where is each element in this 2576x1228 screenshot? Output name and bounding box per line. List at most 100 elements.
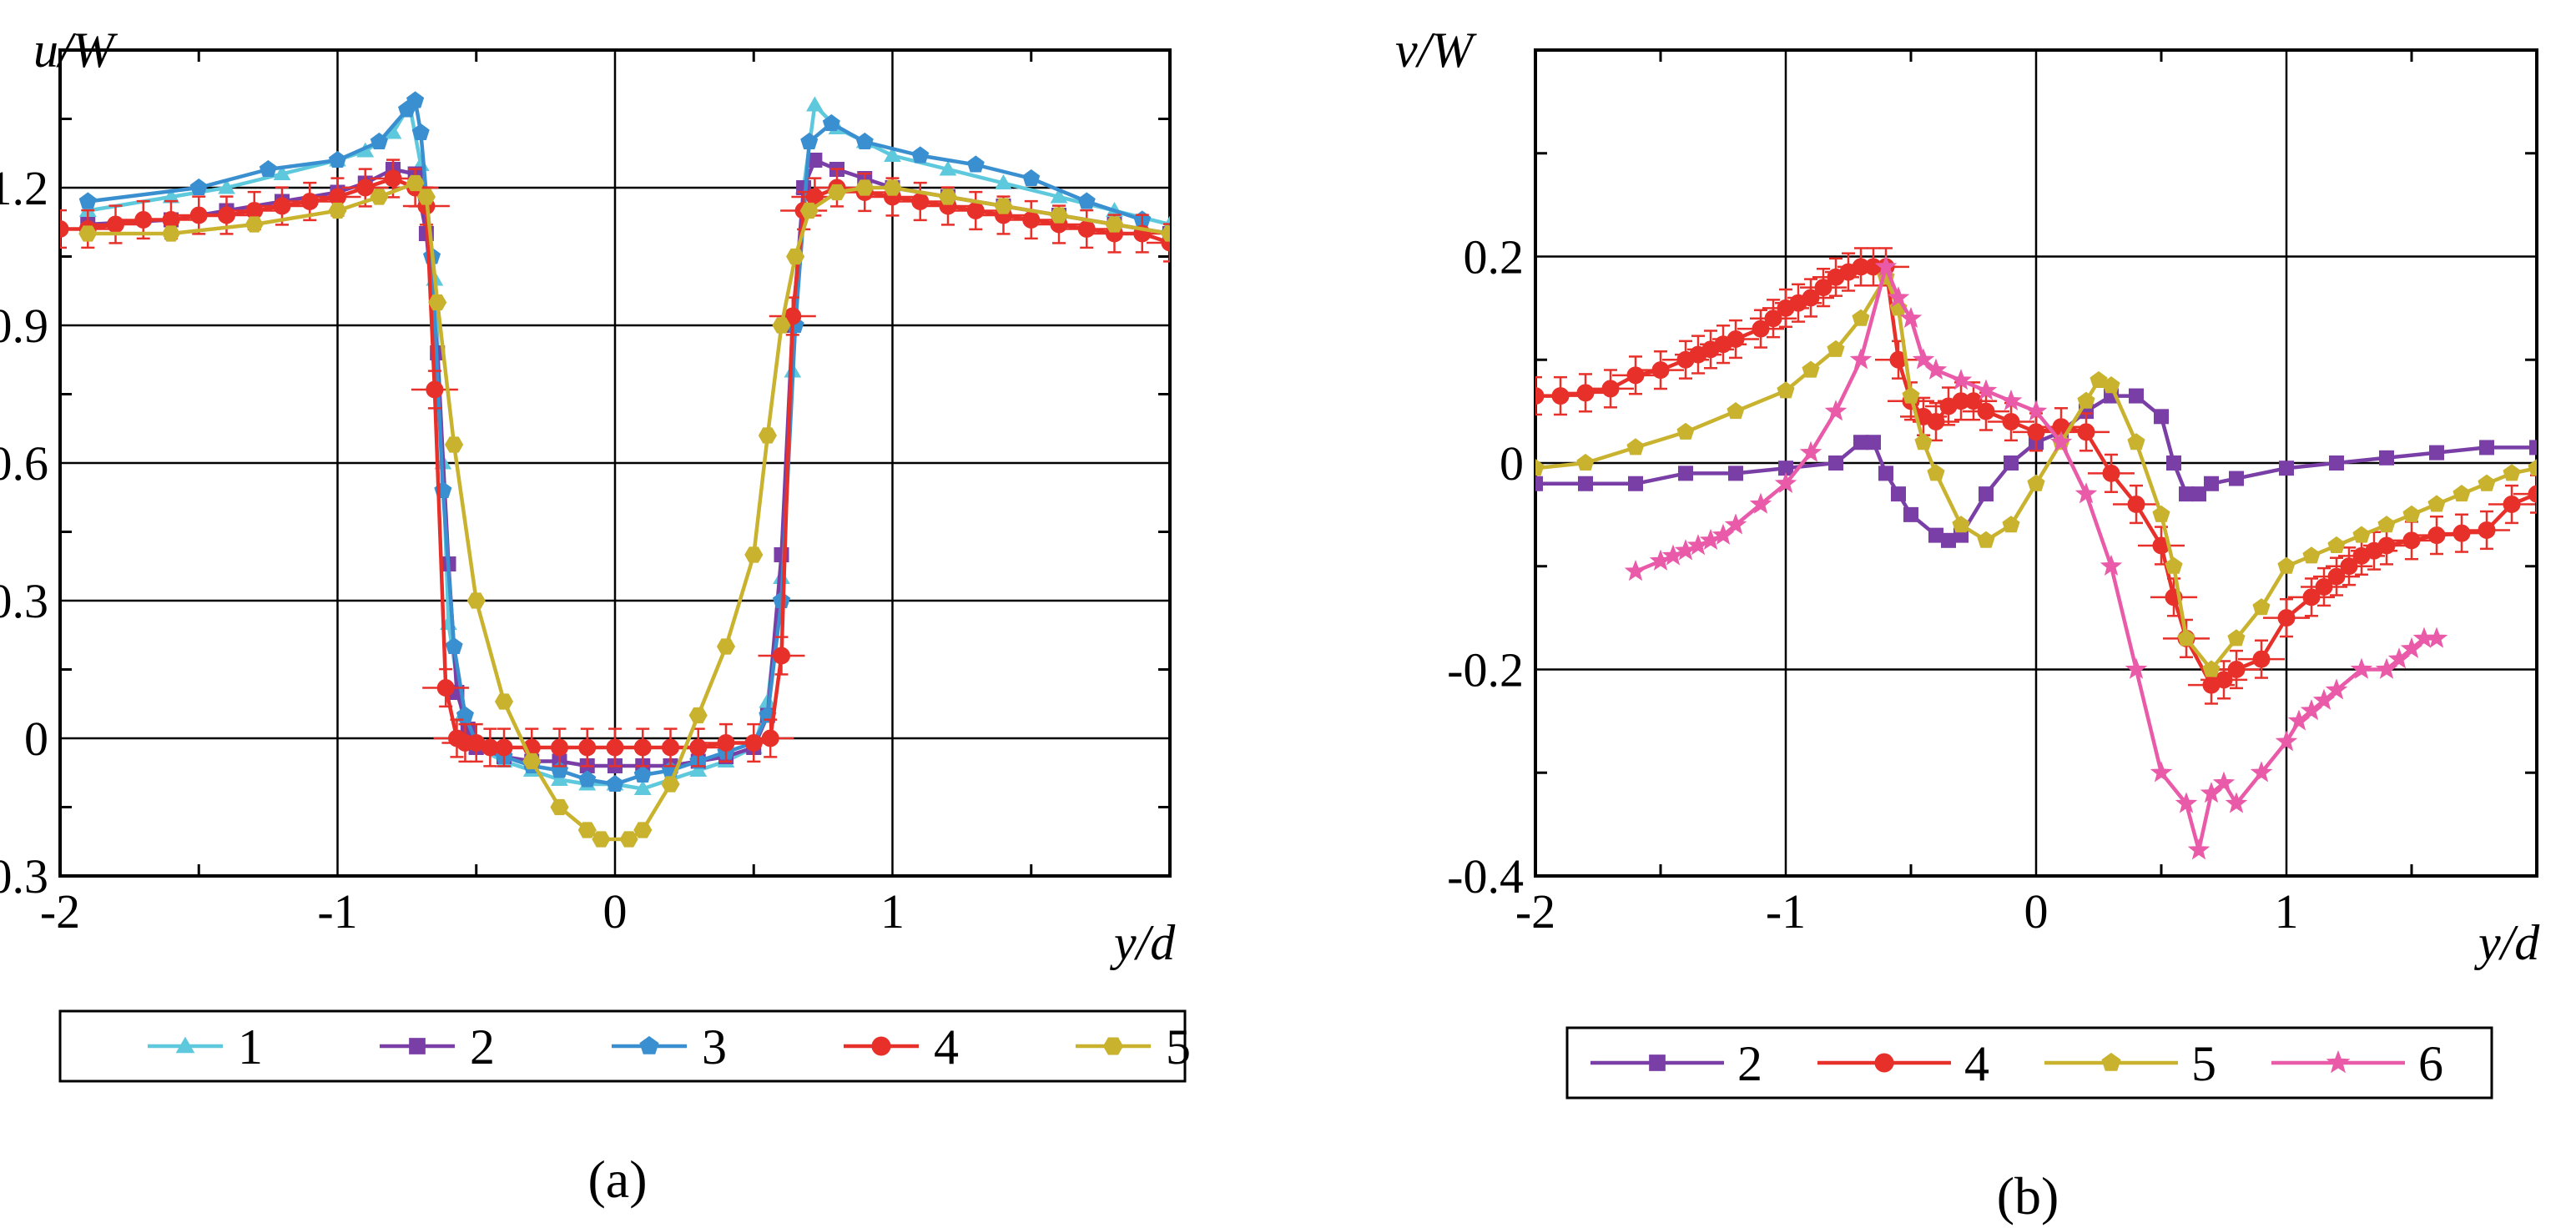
data-point-2 bbox=[1928, 527, 1943, 543]
legend-entry-5: 5 bbox=[1076, 1019, 1191, 1074]
data-point-4 bbox=[2478, 521, 2496, 539]
data-point-4 bbox=[107, 215, 124, 234]
data-point-5 bbox=[522, 752, 542, 770]
legend-entry-2: 2 bbox=[380, 1019, 495, 1074]
data-point-6 bbox=[1624, 559, 1647, 581]
data-point-6 bbox=[2074, 482, 2098, 504]
data-point-2 bbox=[2004, 455, 2019, 471]
data-point-6 bbox=[1661, 544, 1685, 566]
legend-label: 6 bbox=[2418, 1036, 2443, 1091]
data-point-4 bbox=[2102, 464, 2120, 482]
data-point-5 bbox=[2165, 556, 2183, 574]
data-point-6 bbox=[1649, 549, 1672, 571]
data-point-4 bbox=[1814, 279, 1832, 297]
data-point-5 bbox=[855, 179, 875, 196]
data-point-4 bbox=[2452, 524, 2471, 542]
data-point-2 bbox=[1878, 466, 1893, 481]
data-point-6 bbox=[1849, 348, 1873, 370]
data-point-4 bbox=[2315, 578, 2333, 596]
data-point-3 bbox=[855, 132, 874, 149]
legend-entry-2: 2 bbox=[1590, 1036, 1762, 1091]
data-point-5 bbox=[1777, 381, 1795, 399]
legend-marker-4 bbox=[871, 1036, 891, 1056]
data-point-2 bbox=[2204, 476, 2219, 491]
data-point-5 bbox=[577, 822, 597, 838]
y-tick-label: 0 bbox=[1500, 436, 1524, 491]
data-point-6 bbox=[2175, 792, 2198, 813]
data-point-1 bbox=[551, 770, 568, 786]
data-point-5 bbox=[445, 436, 464, 453]
data-point-5 bbox=[2252, 598, 2271, 616]
data-point-5 bbox=[406, 174, 425, 192]
data-point-5 bbox=[2302, 546, 2321, 564]
data-point-4 bbox=[1651, 361, 1670, 380]
data-point-3 bbox=[78, 192, 97, 209]
y-tick-label: 0.3 bbox=[0, 574, 48, 628]
data-point-5 bbox=[786, 248, 805, 265]
data-point-5 bbox=[466, 592, 486, 609]
data-point-6 bbox=[2350, 657, 2373, 679]
data-point-5 bbox=[716, 638, 736, 655]
ylabel-a: u/W bbox=[33, 23, 118, 78]
legend-label: 5 bbox=[1166, 1019, 1191, 1074]
data-point-5 bbox=[2027, 474, 2045, 491]
y-tick-label: -0.4 bbox=[1447, 849, 1524, 903]
data-point-3 bbox=[259, 159, 277, 177]
data-point-6 bbox=[2325, 678, 2348, 700]
data-point-5 bbox=[772, 317, 791, 334]
panel-a: -2 -1 0 1 -0.3 0 0.3 0.6 0.9 1.2 u/W y/d 1 2 3 4 5 (a… bbox=[0, 23, 1191, 1209]
legend-b: 2 4 5 6 bbox=[1565, 1026, 2493, 1100]
data-point-6 bbox=[1799, 440, 1822, 462]
data-point-5 bbox=[494, 693, 514, 710]
legend-label: 1 bbox=[238, 1019, 263, 1074]
data-point-2 bbox=[1866, 435, 1881, 450]
legend-entry-1: 1 bbox=[148, 1019, 263, 1074]
data-point-1 bbox=[218, 179, 235, 194]
legend-entry-4: 4 bbox=[1817, 1036, 1989, 1091]
series-5 bbox=[1535, 268, 2537, 677]
x-tick-label: 0 bbox=[603, 884, 628, 939]
data-point-5 bbox=[328, 202, 347, 219]
series-a bbox=[60, 91, 1170, 848]
data-point-5 bbox=[1105, 216, 1124, 233]
data-point-5 bbox=[1535, 459, 1545, 476]
data-point-5 bbox=[1049, 207, 1069, 224]
data-point-5 bbox=[619, 831, 638, 848]
data-point-5 bbox=[550, 798, 569, 816]
data-point-5 bbox=[2503, 464, 2521, 481]
data-point-5 bbox=[2528, 459, 2537, 476]
data-point-5 bbox=[1902, 386, 1920, 404]
data-point-3 bbox=[966, 155, 985, 173]
data-point-6 bbox=[2250, 761, 2273, 783]
data-point-4 bbox=[2427, 526, 2446, 545]
data-point-3 bbox=[328, 150, 347, 168]
data-point-2 bbox=[1891, 486, 1906, 502]
data-point-3 bbox=[370, 132, 388, 149]
data-point-4 bbox=[218, 206, 235, 224]
data-point-4 bbox=[1551, 387, 1570, 405]
data-point-4 bbox=[2002, 413, 2020, 430]
data-point-6 bbox=[1874, 254, 1898, 277]
legend-marker-5 bbox=[1102, 1037, 1124, 1055]
data-point-5 bbox=[744, 546, 764, 563]
data-point-6 bbox=[1674, 539, 1697, 561]
data-point-5 bbox=[2127, 433, 2145, 450]
data-point-5 bbox=[2177, 629, 2195, 647]
data-point-2 bbox=[2279, 460, 2294, 476]
data-point-1 bbox=[689, 762, 708, 777]
data-point-6 bbox=[2100, 554, 2123, 576]
data-point-5 bbox=[1927, 464, 1945, 481]
data-point-2 bbox=[2179, 486, 2194, 502]
data-point-4 bbox=[273, 197, 291, 215]
data-point-2 bbox=[2429, 445, 2444, 460]
data-point-4 bbox=[2215, 671, 2233, 689]
data-point-4 bbox=[1977, 402, 1995, 420]
data-point-3 bbox=[822, 113, 840, 131]
data-point-2 bbox=[1941, 532, 1956, 548]
data-point-3 bbox=[456, 706, 474, 723]
data-point-1 bbox=[273, 164, 291, 180]
legend-label: 3 bbox=[702, 1019, 727, 1074]
data-point-6 bbox=[1887, 286, 1910, 308]
data-point-5 bbox=[1576, 453, 1595, 471]
data-point-1 bbox=[939, 160, 957, 176]
